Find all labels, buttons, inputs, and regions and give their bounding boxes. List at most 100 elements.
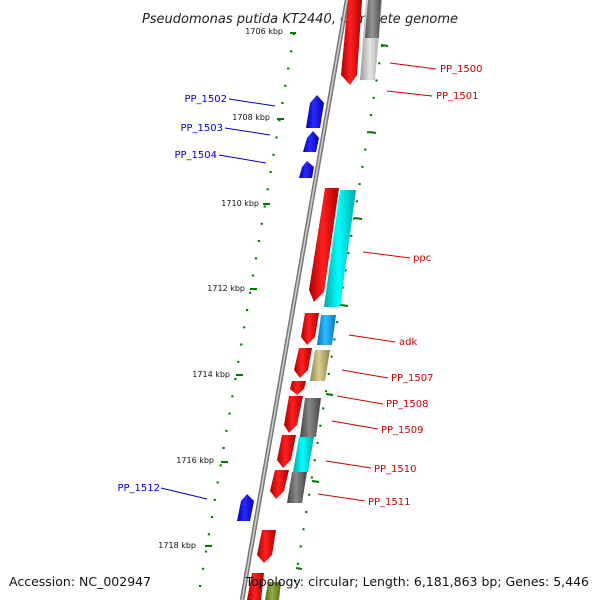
guide-dot (199, 585, 202, 587)
gene-label[interactable]: PP_1503 (180, 123, 223, 134)
gene-arrow (294, 348, 312, 378)
gene-arrow (270, 470, 289, 499)
guide-dot (222, 447, 225, 449)
gene-label[interactable]: PP_1500 (440, 64, 483, 75)
tick-label: 1708 kbp (232, 113, 270, 122)
tick: 1708 kbp (232, 113, 284, 122)
feature-block (287, 472, 307, 503)
feature-block (310, 350, 330, 381)
guide-dot (313, 459, 316, 462)
guide-dot (333, 338, 336, 341)
guide-dot (350, 234, 353, 237)
guide-dot (278, 119, 281, 122)
gene-label[interactable]: ppc (413, 253, 431, 264)
gene-label[interactable]: adk (399, 337, 417, 348)
tick: 1716 kbp (176, 456, 228, 465)
gene-label[interactable]: PP_1512 (117, 483, 160, 494)
guide-dot (330, 355, 333, 358)
guide-dot (347, 252, 350, 255)
gene-arrow (237, 494, 254, 521)
forward-gene-labels: PP_1500 PP_1501 ppc adk PP_1507 PP_1508 … (368, 64, 483, 508)
feature-block (365, 0, 381, 38)
gene-label[interactable]: PP_1508 (386, 399, 429, 410)
tick-label: 1716 kbp (176, 456, 214, 465)
guide-dot (341, 286, 344, 289)
gene-arrow (284, 396, 303, 433)
guide-dot (327, 372, 330, 375)
guide-dot (210, 516, 213, 518)
guide-dot (290, 50, 293, 53)
guide-dot (216, 481, 219, 484)
tick (311, 480, 320, 483)
guide-dot (319, 424, 322, 427)
guide-dot (284, 84, 287, 87)
forward-leaders (317, 62, 437, 502)
tick (340, 304, 349, 307)
gene-label[interactable]: PP_1511 (368, 497, 411, 508)
guide-dot (201, 567, 205, 570)
guide-dot (204, 550, 208, 553)
feature-block (293, 437, 314, 472)
accession-text: Accession: NC_002947 (9, 574, 151, 589)
guide-dot (254, 257, 257, 260)
tick (325, 393, 334, 396)
guide-dot (375, 79, 378, 82)
guide-dot (269, 171, 272, 173)
guide-dot (305, 511, 308, 513)
tick: 1718 kbp (158, 541, 212, 550)
guide-dot (287, 67, 290, 70)
guide-dot (336, 321, 339, 324)
feature-block (324, 190, 356, 307)
guide-dot (228, 412, 231, 415)
gene-arrow (257, 530, 276, 563)
scale-ticks: 1706 kbp 1708 kbp 1710 kbp 1712 kbp 1714… (158, 27, 389, 570)
tick: 1712 kbp (207, 284, 257, 293)
tick-label: 1714 kbp (192, 370, 230, 379)
tick-label: 1710 kbp (221, 199, 259, 208)
guide-dot (248, 291, 252, 294)
guide-dot (246, 309, 249, 311)
gene-arrow (309, 188, 339, 302)
guide-dot (243, 326, 246, 329)
guide-dot (294, 580, 297, 582)
gene-label[interactable]: PP_1502 (184, 94, 227, 105)
guide-dot (296, 562, 299, 565)
gene-label[interactable]: PP_1510 (374, 464, 417, 475)
map-title: Pseudomonas putida KT2440, complete geno… (142, 12, 458, 27)
tick (380, 44, 389, 47)
guide-dot (310, 476, 313, 479)
gene-arrow (301, 313, 319, 345)
guide-dot (324, 390, 328, 393)
guide-dot (302, 528, 305, 531)
gene-label[interactable]: PP_1509 (381, 425, 424, 436)
tick: 1710 kbp (221, 199, 270, 208)
gene-label[interactable]: PP_1504 (174, 150, 217, 161)
guide-dot (344, 269, 347, 272)
tick-label: 1706 kbp (245, 27, 283, 36)
gene-label[interactable]: PP_1501 (436, 91, 479, 102)
guide-dot (207, 533, 210, 536)
gene-arrow (299, 161, 314, 178)
genome-backbone (239, 0, 350, 600)
feature-block (317, 315, 336, 345)
guide-dot (316, 441, 319, 444)
guide-dot (263, 205, 266, 208)
guide-dot (231, 395, 234, 398)
guide-dot (358, 183, 361, 186)
guide-dot (308, 493, 311, 496)
guide-dot (260, 222, 263, 225)
reverse-genes (237, 95, 324, 521)
guide-dot (237, 360, 240, 363)
guide-dot (219, 464, 222, 467)
guide-dot (281, 102, 284, 104)
reverse-leaders (160, 98, 276, 500)
guide-dot (251, 274, 255, 277)
gene-label[interactable]: PP_1507 (391, 373, 434, 384)
guide-dot (372, 96, 375, 99)
tick (354, 217, 363, 220)
gene-arrow (247, 573, 264, 600)
guide-dot (364, 148, 367, 151)
forward-genes (247, 0, 362, 600)
guide-dot (322, 407, 325, 410)
gene-arrow (303, 131, 319, 152)
